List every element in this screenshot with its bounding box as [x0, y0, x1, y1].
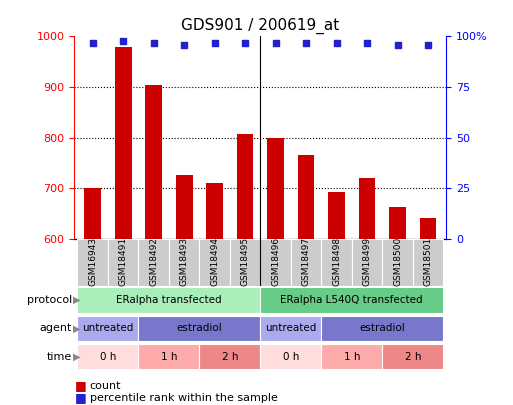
- Bar: [328, 192, 345, 239]
- Text: GSM18500: GSM18500: [393, 237, 402, 286]
- Bar: [139, 239, 169, 286]
- Bar: [230, 239, 261, 286]
- Text: 1 h: 1 h: [161, 352, 177, 362]
- Bar: [169, 239, 200, 286]
- Text: GSM18496: GSM18496: [271, 237, 280, 286]
- Text: percentile rank within the sample: percentile rank within the sample: [90, 393, 278, 403]
- Bar: [236, 134, 253, 239]
- Text: estradiol: estradiol: [360, 324, 405, 333]
- Text: ERalpha L540Q transfected: ERalpha L540Q transfected: [281, 295, 423, 305]
- Text: ■: ■: [74, 391, 86, 404]
- Bar: [108, 239, 139, 286]
- Point: [180, 41, 188, 48]
- Point: [302, 39, 310, 46]
- Point: [241, 39, 249, 46]
- Text: ▶: ▶: [73, 324, 81, 333]
- Bar: [145, 85, 162, 239]
- Bar: [420, 218, 437, 239]
- Point: [424, 41, 432, 48]
- Bar: [139, 344, 200, 369]
- Text: 0 h: 0 h: [283, 352, 299, 362]
- Text: ■: ■: [74, 379, 86, 392]
- Bar: [382, 344, 443, 369]
- Bar: [77, 316, 139, 341]
- Text: agent: agent: [40, 324, 72, 333]
- Text: GSM16943: GSM16943: [88, 237, 97, 286]
- Bar: [261, 239, 291, 286]
- Point: [89, 39, 97, 46]
- Text: untreated: untreated: [82, 324, 133, 333]
- Bar: [139, 316, 261, 341]
- Bar: [77, 239, 108, 286]
- Bar: [84, 188, 101, 239]
- Bar: [261, 316, 321, 341]
- Point: [271, 39, 280, 46]
- Title: GDS901 / 200619_at: GDS901 / 200619_at: [181, 17, 340, 34]
- Text: ▶: ▶: [73, 352, 81, 362]
- Point: [363, 39, 371, 46]
- Text: GSM18495: GSM18495: [241, 237, 250, 286]
- Bar: [267, 138, 284, 239]
- Bar: [298, 156, 314, 239]
- Point: [150, 39, 158, 46]
- Text: GSM18494: GSM18494: [210, 237, 219, 286]
- Bar: [200, 344, 261, 369]
- Text: GSM18492: GSM18492: [149, 237, 158, 286]
- Text: 1 h: 1 h: [344, 352, 360, 362]
- Bar: [115, 47, 131, 239]
- Text: GSM18497: GSM18497: [302, 237, 310, 286]
- Bar: [321, 239, 352, 286]
- Bar: [389, 207, 406, 239]
- Bar: [77, 344, 139, 369]
- Bar: [206, 183, 223, 239]
- Bar: [321, 316, 443, 341]
- Text: ERalpha transfected: ERalpha transfected: [116, 295, 222, 305]
- Text: GSM18498: GSM18498: [332, 237, 341, 286]
- Text: protocol: protocol: [27, 295, 72, 305]
- Point: [119, 37, 127, 44]
- Text: ▶: ▶: [73, 295, 81, 305]
- Point: [332, 39, 341, 46]
- Text: 2 h: 2 h: [222, 352, 238, 362]
- Text: GSM18499: GSM18499: [363, 237, 371, 286]
- Bar: [321, 344, 382, 369]
- Bar: [200, 239, 230, 286]
- Bar: [359, 178, 376, 239]
- Text: GSM18493: GSM18493: [180, 237, 189, 286]
- Bar: [176, 175, 192, 239]
- Bar: [352, 239, 382, 286]
- Bar: [291, 239, 321, 286]
- Text: untreated: untreated: [265, 324, 317, 333]
- Text: 0 h: 0 h: [100, 352, 116, 362]
- Bar: [382, 239, 413, 286]
- Bar: [261, 344, 321, 369]
- Text: estradiol: estradiol: [176, 324, 222, 333]
- Point: [393, 41, 402, 48]
- Bar: [261, 288, 443, 313]
- Bar: [77, 288, 261, 313]
- Text: time: time: [47, 352, 72, 362]
- Point: [210, 39, 219, 46]
- Text: 2 h: 2 h: [405, 352, 421, 362]
- Text: GSM18501: GSM18501: [424, 237, 432, 286]
- Text: GSM18491: GSM18491: [119, 237, 128, 286]
- Bar: [413, 239, 443, 286]
- Text: count: count: [90, 381, 121, 390]
